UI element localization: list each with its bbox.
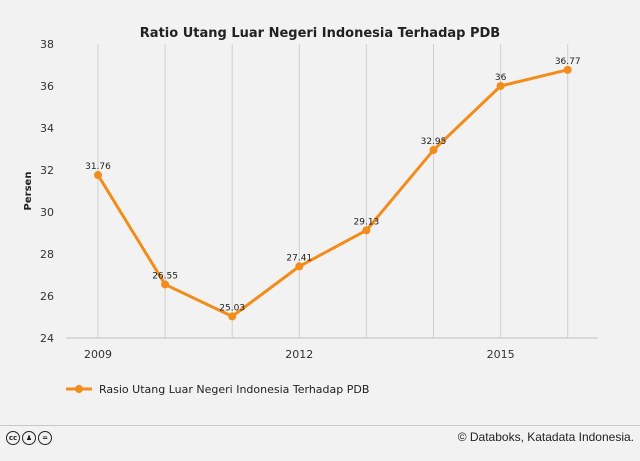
legend-label: Rasio Utang Luar Negeri Indonesia Terhad… <box>99 383 369 396</box>
y-tick-label: 34 <box>40 122 54 135</box>
y-tick-label: 30 <box>40 206 54 219</box>
y-axis-label: Persen <box>23 172 34 211</box>
footer-divider <box>0 425 640 426</box>
y-tick-label: 38 <box>40 38 54 51</box>
x-tick-label: 2009 <box>84 348 112 361</box>
y-tick-label: 32 <box>40 164 54 177</box>
data-label: 25.03 <box>219 303 245 313</box>
data-point <box>563 65 572 74</box>
data-point <box>496 82 505 90</box>
y-tick-label: 36 <box>40 80 54 93</box>
data-label: 32.95 <box>421 137 447 147</box>
attribution-icon: ♟ <box>22 431 36 445</box>
data-label: 29.13 <box>354 217 380 227</box>
x-tick-label: 2012 <box>285 348 313 361</box>
legend-marker-icon <box>75 385 83 393</box>
line-chart: Ratio Utang Luar Negeri Indonesia Terhad… <box>23 26 598 396</box>
data-point <box>295 262 304 271</box>
license-icons: cc ♟ = <box>6 431 52 445</box>
data-point <box>429 146 438 155</box>
y-tick-label: 24 <box>40 332 54 345</box>
legend: Rasio Utang Luar Negeri Indonesia Terhad… <box>66 383 369 396</box>
y-tick-label: 26 <box>40 290 54 303</box>
data-point <box>228 312 237 321</box>
x-tick-label: 2015 <box>487 348 515 361</box>
data-point <box>94 171 102 180</box>
data-point <box>362 226 371 235</box>
data-label: 31.76 <box>85 162 111 172</box>
data-label: 36 <box>495 73 507 83</box>
creative-commons-icon: cc <box>6 431 20 445</box>
y-tick-label: 28 <box>40 248 54 261</box>
series-line <box>96 68 570 318</box>
credit-text: © Databoks, Katadata Indonesia. <box>457 430 634 444</box>
no-derivatives-icon: = <box>38 431 52 445</box>
data-point <box>161 280 170 289</box>
data-label: 27.41 <box>286 253 312 263</box>
chart-title: Ratio Utang Luar Negeri Indonesia Terhad… <box>140 26 500 41</box>
data-label: 26.55 <box>152 271 178 281</box>
data-label: 36.77 <box>555 57 581 67</box>
